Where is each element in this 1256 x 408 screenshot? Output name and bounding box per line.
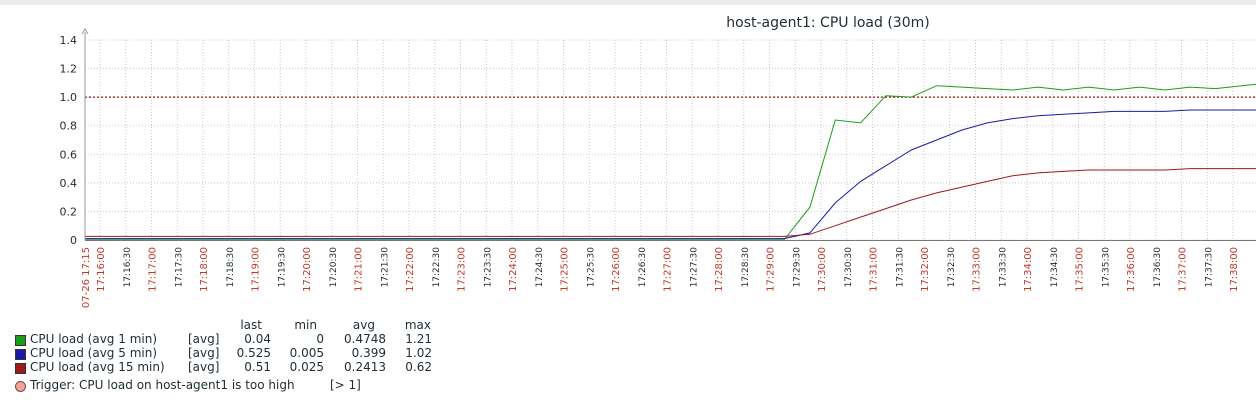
x-tick-label: 17:38:00: [1229, 247, 1240, 292]
x-tick-label: 17:26:30: [638, 247, 648, 288]
top-band: [0, 0, 1256, 5]
y-tick-label: 1.4: [60, 34, 78, 47]
x-tick-label: 17:17:00: [148, 247, 159, 292]
x-tick-label: 17:27:00: [663, 247, 674, 292]
x-tick-label: 17:19:00: [251, 247, 262, 292]
x-tick-label: 17:19:30: [277, 247, 287, 288]
y-tick-label: 0.2: [60, 205, 78, 218]
x-tick-label: 17:22:30: [432, 247, 442, 288]
y-tick-label: 0.6: [60, 148, 78, 161]
x-tick-label: 17:18:00: [199, 247, 210, 292]
series-line: [85, 168, 1256, 237]
y-tick-label: 1.2: [60, 63, 78, 76]
y-tick-label: 1.0: [60, 91, 78, 104]
x-tick-label: 17:35:00: [1075, 247, 1086, 292]
x-tick-label: 17:34:00: [1023, 247, 1034, 292]
x-tick-label: 17:36:30: [1153, 247, 1163, 288]
x-tick-label: 17:22:00: [405, 247, 416, 292]
series-line: [85, 83, 1256, 240]
x-tick-label: 17:18:30: [226, 247, 236, 288]
x-tick-label: 17:24:00: [508, 247, 519, 292]
x-tick-label: 17:24:30: [535, 247, 545, 288]
x-tick-label: 17:31:00: [869, 247, 880, 292]
series-line: [85, 109, 1256, 240]
x-tick-label: 17:17:30: [174, 247, 184, 288]
x-tick-label: 17:32:30: [947, 247, 957, 288]
x-tick-label: 17:35:30: [1101, 247, 1111, 288]
x-tick-label: 17:26:00: [611, 247, 622, 292]
x-tick-label: 17:25:00: [560, 247, 571, 292]
y-tick-label: 0.4: [60, 177, 78, 190]
x-tick-label: 17:23:30: [483, 247, 493, 288]
x-tick-label: 17:34:30: [1050, 247, 1060, 288]
y-tick-label: 0.8: [60, 120, 78, 133]
x-tick-label: 17:25:30: [586, 247, 596, 288]
x-tick-label: 17:23:00: [457, 247, 468, 292]
y-axis-arrow: [81, 28, 89, 35]
x-tick-label: 17:20:30: [329, 247, 339, 288]
x-tick-label: 17:32:00: [920, 247, 931, 292]
x-tick-label: 07-26 17:15: [81, 247, 92, 308]
x-tick-label: 17:28:30: [741, 247, 751, 288]
x-tick-label: 17:30:30: [844, 247, 854, 288]
y-tick-label: 0: [70, 234, 77, 247]
x-tick-label: 17:28:00: [714, 247, 725, 292]
x-tick-label: 17:31:30: [895, 247, 905, 288]
x-tick-label: 17:37:00: [1178, 247, 1189, 292]
x-tick-label: 17:33:00: [972, 247, 983, 292]
x-tick-label: 17:33:30: [998, 247, 1008, 288]
x-tick-label: 17:29:30: [792, 247, 802, 288]
x-tick-label: 17:21:00: [354, 247, 365, 292]
x-tick-label: 17:20:00: [302, 247, 313, 292]
x-tick-label: 17:37:30: [1204, 247, 1214, 288]
x-tick-label: 17:16:30: [123, 247, 133, 288]
x-tick-label: 17:29:00: [766, 247, 777, 292]
chart-title: host-agent1: CPU load (30m): [726, 15, 929, 31]
x-tick-label: 17:36:00: [1126, 247, 1137, 292]
x-tick-label: 17:16:00: [96, 247, 107, 292]
x-tick-label: 17:30:00: [817, 247, 828, 292]
x-tick-label: 17:27:30: [689, 247, 699, 288]
x-tick-label: 17:21:30: [380, 247, 390, 288]
